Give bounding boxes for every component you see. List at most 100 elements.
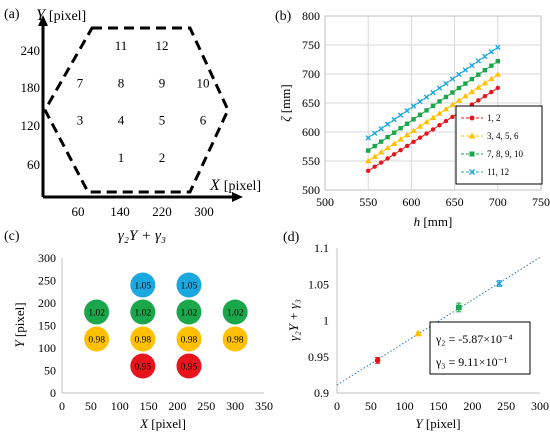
panel-c-bubble-value: 1.02 [134, 309, 151, 319]
panel-b-data-point [494, 71, 501, 77]
panel-d-gamma3: γ₃ = 9.11×10⁻¹ [435, 355, 508, 369]
panel-b-xtick-label: 500 [316, 195, 334, 209]
panel-b-data-point [430, 103, 436, 109]
panel-b-ytick-label: 650 [302, 96, 320, 110]
panel-c-bubble [130, 326, 156, 352]
panel-b-data-point [403, 131, 411, 138]
panel-c-ylabel: Y [pixel] [12, 302, 27, 347]
panel-c-bubble [84, 299, 110, 325]
panel-a-ytick: 180 [21, 80, 41, 95]
panel-c-bubble-value: 1.02 [227, 309, 244, 319]
panel-b-xtick-label: 700 [489, 195, 507, 209]
panel-b-data-point [365, 157, 372, 164]
panel-b-legend-label: 11, 12 [487, 167, 509, 177]
panel-d-xtick-label: 200 [463, 399, 481, 413]
panel-b-data-point [404, 107, 410, 114]
panel-a-region-number: 11 [115, 38, 128, 53]
panel-b-data-point [430, 127, 436, 132]
panel-b-ytick-label: 600 [302, 125, 320, 139]
panel-b-label: (b) [275, 9, 292, 24]
panel-b-data-point [489, 89, 494, 95]
panel-a-region-number: 2 [159, 150, 166, 165]
panel-a-label: (a) [4, 7, 20, 22]
panel-b-data-point [450, 114, 455, 120]
panel-a-xtick: 140 [110, 204, 130, 219]
panel-a-region-number: 10 [197, 75, 210, 90]
panel-b-legend-marker [469, 151, 475, 157]
panel-c-bubble [222, 299, 248, 325]
panel-a-ylabel-unit: [pixel] [49, 9, 86, 24]
panel-b-data-point [366, 168, 371, 174]
panel-b-data-point [371, 153, 378, 159]
panel-b-chart: 500 550 600 650 700 750 800 500 550 600 650 700 750 h… [278, 9, 550, 229]
panel-d-data-point [374, 357, 381, 364]
panel-c-bubble [176, 299, 202, 325]
panel-b-data-point [476, 72, 481, 77]
panel-d-ytick-label: 0.9 [314, 386, 329, 400]
panel-d-xtick-label: 50 [365, 399, 377, 413]
panel-b-data-point [463, 81, 468, 86]
panel-b-data-point [429, 114, 437, 120]
panel-b-data-point [398, 147, 403, 153]
panel-a-x-arrowhead [232, 192, 243, 202]
panel-c-bubble-value: 1.02 [181, 309, 198, 319]
panel-b-data-point [482, 67, 488, 73]
panel-a-region-number: 3 [77, 113, 84, 128]
panel-c-bubble-value: 0.98 [227, 336, 244, 346]
panel-c-chart: 0 50 100 150 200 250 300 350 0 50 100 150 200 250 300 X… [12, 251, 273, 431]
panel-b-data-point [475, 58, 482, 64]
panel-b-data-point [468, 88, 476, 95]
panel-b-legend-marker [469, 169, 475, 175]
panel-b: (b) 500 550 600 650 700 750 800 500 550 600 650 700… [275, 9, 550, 229]
panel-b-xtick-label: 600 [402, 195, 420, 209]
panel-d: (d) 0 50 100 150 200 250 300 0.9 0.95 1 1.05 1.1 Y [… [283, 230, 549, 431]
panel-b-data-point [449, 76, 456, 82]
panel-d-data-point [456, 304, 462, 311]
panel-d-xlabel: Y [pixel] [415, 416, 460, 431]
panel-d-fit-box [429, 321, 531, 375]
panel-c-bubble-value: 0.98 [88, 336, 105, 346]
panel-b-legend-label: 7, 8, 9, 10 [487, 149, 524, 159]
panel-a-y-arrowhead [38, 15, 48, 26]
panel-b-data-point [449, 101, 456, 108]
panel-b-ytick-label: 700 [302, 67, 320, 81]
panel-a-region-number: 1 [118, 150, 125, 165]
panel-b-series-4 [365, 44, 501, 141]
panel-c-ytick-label: 150 [38, 319, 56, 333]
panel-b-data-point [385, 134, 390, 140]
panel-b-data-point [398, 126, 403, 131]
panel-a-caption: γ₂Y + γ₃ [118, 228, 166, 244]
panel-c-bubble [176, 272, 202, 298]
panel-b-data-point [410, 127, 417, 133]
panel-d-ytick-label: 1.05 [308, 277, 329, 291]
panel-c-xtick-label: 300 [226, 399, 244, 413]
panel-b-legend-label: 3, 4, 5, 6 [487, 131, 519, 141]
panel-b-data-point [437, 99, 442, 104]
panel-a-xtick: 300 [194, 204, 214, 219]
panel-c-bubble [222, 326, 248, 352]
panel-a-region-number: 9 [159, 75, 166, 90]
panel-c-xtick-label: 50 [85, 399, 97, 413]
panel-c-ytick-label: 100 [38, 341, 56, 355]
panel-b-data-point [372, 164, 377, 169]
panel-b-data-point [476, 98, 481, 103]
panel-c-bubble [84, 326, 110, 352]
panel-b-legend-marker [468, 132, 476, 139]
panel-b-data-point [417, 98, 423, 105]
panel-b-data-point [424, 131, 429, 136]
panel-d-xtick-label: 300 [531, 399, 549, 413]
panel-d-ytick-label: 1 [323, 314, 329, 328]
panel-b-data-point [450, 90, 455, 95]
panel-c-xtick-label: 250 [197, 399, 215, 413]
panel-c-xtick-label: 0 [59, 399, 65, 413]
panel-d-ytick-label: 0.95 [308, 350, 329, 364]
panel-d-trendline [336, 256, 541, 386]
panel-b-data-point [442, 105, 450, 112]
panel-b-data-point [481, 80, 489, 86]
panel-b-ytick-label: 750 [302, 38, 320, 52]
panel-b-data-point [378, 139, 384, 144]
panel-b-data-point [437, 123, 442, 128]
panel-b-plot-frame [324, 15, 542, 191]
panel-b-data-point [411, 117, 416, 122]
panel-b-series-2 [365, 71, 501, 164]
